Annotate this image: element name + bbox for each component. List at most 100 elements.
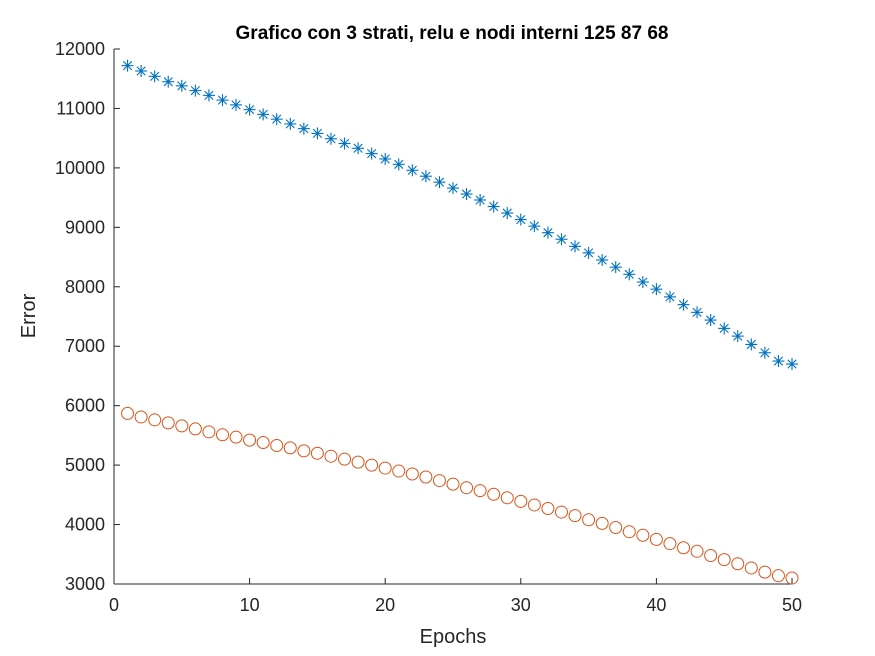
data-point — [650, 283, 663, 296]
data-point — [202, 425, 216, 439]
data-point — [596, 254, 609, 267]
data-point — [365, 458, 379, 472]
data-point — [514, 213, 527, 226]
data-point — [473, 484, 487, 498]
plot-area — [114, 49, 792, 584]
data-point — [175, 79, 188, 92]
data-point — [134, 410, 148, 424]
data-point — [378, 461, 392, 475]
data-point — [663, 537, 677, 551]
data-point — [528, 220, 541, 233]
y-tick-label: 11000 — [56, 98, 105, 118]
data-point — [405, 467, 419, 481]
data-point — [636, 528, 650, 542]
data-point — [419, 170, 432, 183]
x-tick-label: 30 — [511, 595, 531, 615]
data-point — [406, 164, 419, 177]
data-point — [758, 565, 772, 579]
data-point — [215, 428, 229, 442]
data-point — [229, 430, 243, 444]
data-point — [216, 94, 229, 107]
data-point — [338, 452, 352, 466]
data-point — [352, 142, 365, 155]
data-point — [310, 446, 324, 460]
data-point — [771, 569, 785, 583]
data-point — [324, 449, 338, 463]
data-point — [745, 338, 758, 351]
data-point — [731, 557, 745, 571]
data-point — [555, 233, 568, 246]
y-tick-label: 3000 — [65, 574, 105, 594]
y-tick-label: 10000 — [55, 158, 105, 178]
data-point — [148, 70, 161, 83]
y-tick-label: 12000 — [55, 39, 105, 59]
data-point — [663, 290, 676, 303]
series-2 — [121, 406, 799, 585]
x-tick-label: 10 — [240, 595, 260, 615]
data-point — [379, 152, 392, 165]
data-point — [284, 117, 297, 130]
data-point — [487, 487, 501, 501]
data-point — [554, 505, 568, 519]
data-point — [338, 137, 351, 150]
data-point — [690, 544, 704, 558]
data-point — [447, 182, 459, 195]
data-point — [230, 98, 243, 111]
y-tick-label: 8000 — [65, 277, 105, 297]
x-tick-label: 0 — [109, 595, 119, 615]
data-point — [446, 477, 460, 491]
data-point — [324, 132, 337, 145]
data-point — [677, 298, 690, 311]
chart-title: Grafico con 3 strati, relu e nodi intern… — [236, 23, 669, 44]
data-point — [162, 75, 175, 88]
data-point — [433, 176, 446, 189]
data-point — [786, 358, 798, 371]
data-point — [243, 103, 256, 116]
data-point — [731, 330, 744, 343]
data-point — [283, 441, 297, 455]
data-point — [758, 346, 771, 359]
data-point — [243, 433, 257, 447]
x-axis-label: Epochs — [420, 626, 487, 648]
data-point — [189, 84, 202, 97]
data-point — [527, 498, 541, 512]
data-point — [785, 571, 799, 585]
data-point — [351, 455, 365, 469]
data-point — [188, 422, 202, 436]
data-point — [649, 532, 663, 546]
data-point — [270, 438, 284, 452]
y-tick-label: 6000 — [65, 396, 105, 416]
data-point — [514, 494, 528, 508]
data-point — [121, 59, 134, 72]
data-point — [772, 355, 785, 368]
data-point — [297, 122, 310, 135]
data-point — [582, 246, 595, 259]
data-point — [175, 419, 189, 433]
data-point — [257, 108, 270, 121]
data-point — [432, 474, 446, 488]
y-tick-label: 4000 — [65, 515, 105, 535]
data-point — [582, 513, 596, 527]
data-point — [121, 406, 135, 420]
data-point — [392, 464, 406, 478]
data-point — [311, 127, 324, 140]
data-point — [541, 502, 555, 516]
y-tick-label: 9000 — [65, 217, 105, 237]
series-layer — [121, 59, 799, 585]
series-1 — [121, 59, 798, 371]
x-tick-label: 40 — [646, 595, 666, 615]
data-point — [609, 261, 622, 274]
data-point — [500, 491, 514, 505]
data-point — [365, 147, 378, 160]
data-point — [718, 322, 731, 335]
data-point — [392, 158, 405, 171]
data-point — [717, 553, 731, 567]
data-point — [569, 240, 582, 253]
data-point — [704, 548, 718, 562]
data-point — [148, 413, 162, 427]
y-tick-label: 5000 — [65, 455, 105, 475]
data-point — [541, 226, 554, 239]
data-point — [474, 193, 487, 206]
x-tick-label: 20 — [375, 595, 395, 615]
